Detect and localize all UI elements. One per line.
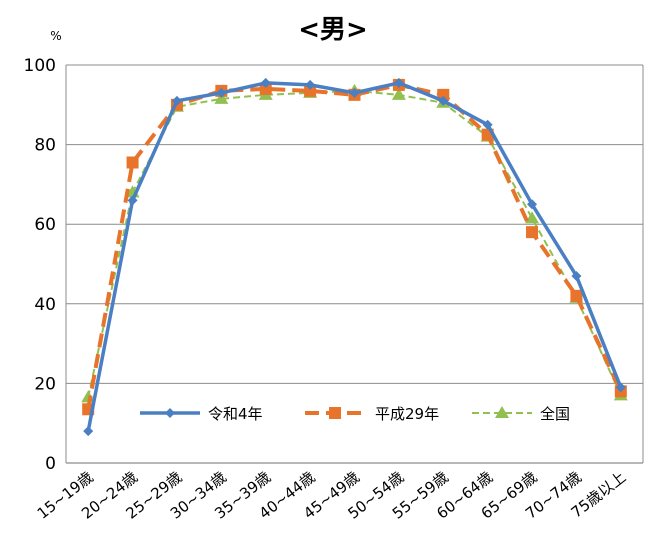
- series-line: [87, 89, 622, 398]
- y-tick-label: 40: [34, 295, 56, 315]
- legend: 令和4年 平成29年 全国: [132, 396, 602, 430]
- series-line: [86, 82, 623, 410]
- legend-item: 平成29年: [305, 405, 439, 423]
- series-lines: [81, 77, 628, 437]
- series-line: [86, 81, 623, 432]
- legend-label: 全国: [540, 405, 570, 423]
- y-tick-label: 80: [34, 136, 56, 156]
- data-point: [438, 95, 449, 106]
- data-point: [126, 156, 139, 169]
- series-令和4年: [83, 77, 626, 437]
- data-point: [570, 289, 583, 302]
- legend-marker: [495, 406, 509, 418]
- data-point: [349, 87, 360, 98]
- data-point: [527, 199, 538, 210]
- data-point: [571, 270, 582, 281]
- legend-label: 平成29年: [375, 405, 439, 423]
- chart-title: <男>: [298, 15, 368, 45]
- legend-marker: [329, 407, 341, 419]
- data-point: [127, 195, 138, 206]
- y-tick-label: 20: [34, 374, 56, 394]
- legend-label: 令和4年: [208, 405, 263, 423]
- legend-item: 令和4年: [140, 405, 263, 423]
- y-axis-ticks: 0 20 40 60 80 100: [24, 56, 56, 474]
- data-point: [216, 87, 227, 98]
- y-axis-unit-label: %: [50, 29, 61, 43]
- data-point: [304, 84, 317, 97]
- data-point: [260, 77, 271, 88]
- data-point: [393, 77, 404, 88]
- legend-marker: [165, 408, 175, 418]
- data-point: [259, 82, 272, 95]
- data-point: [615, 382, 626, 393]
- data-point: [171, 95, 182, 106]
- y-tick-label: 0: [45, 454, 56, 474]
- legend-item: 全国: [472, 405, 570, 423]
- data-point: [305, 79, 316, 90]
- y-tick-label: 60: [34, 215, 56, 235]
- gridlines: [65, 64, 644, 464]
- data-point: [526, 226, 539, 239]
- data-point: [391, 87, 406, 100]
- y-tick-label: 100: [24, 56, 56, 76]
- data-point: [482, 119, 493, 130]
- x-axis-ticks: 15~19歳20~24歳25~29歳30~34歳35~39歳40~44歳45~4…: [34, 468, 630, 523]
- data-point: [83, 426, 94, 437]
- legend-background: [132, 396, 602, 430]
